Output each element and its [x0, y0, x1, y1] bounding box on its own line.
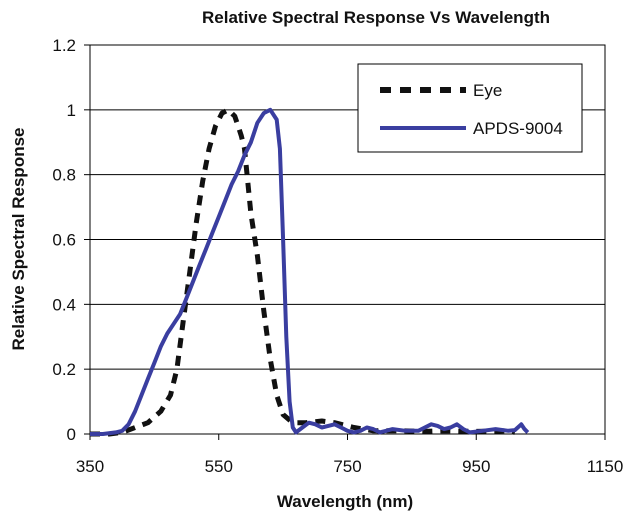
legend-box	[357, 63, 583, 153]
x-tick-label-4: 1150	[587, 457, 624, 476]
x-tick-label-2: 750	[333, 457, 361, 476]
x-tick-label-0: 350	[76, 457, 104, 476]
x-axis-label: Wavelength (nm)	[277, 492, 413, 511]
y-tick-label-0: 0	[67, 425, 76, 444]
legend-label-apds-9004: APDS-9004	[473, 119, 563, 138]
series-line-apds-9004	[90, 107, 530, 436]
y-tick-label-3: 0.6	[52, 231, 76, 250]
x-tick-label-3: 950	[462, 457, 490, 476]
y-axis-label: Relative Spectral Response	[9, 128, 28, 351]
x-axis-ticks: 350 550 750 950 1150	[76, 434, 623, 476]
y-tick-label-4: 0.8	[52, 166, 76, 185]
series-line-eye	[90, 107, 516, 437]
y-tick-label-1: 0.2	[52, 360, 76, 379]
y-tick-label-5: 1	[67, 101, 76, 120]
series-lines	[90, 107, 530, 437]
y-tick-label-6: 1.2	[52, 36, 76, 55]
legend-label-eye: Eye	[473, 81, 502, 100]
grid-lines	[90, 109, 605, 370]
legend: Eye APDS-9004	[357, 63, 583, 153]
chart-title: Relative Spectral Response Vs Wavelength	[202, 8, 550, 27]
y-tick-label-2: 0.4	[52, 295, 76, 314]
y-axis-ticks: 0 0.2 0.4 0.6 0.8 1 1.2	[52, 36, 90, 444]
x-tick-label-1: 550	[205, 457, 233, 476]
